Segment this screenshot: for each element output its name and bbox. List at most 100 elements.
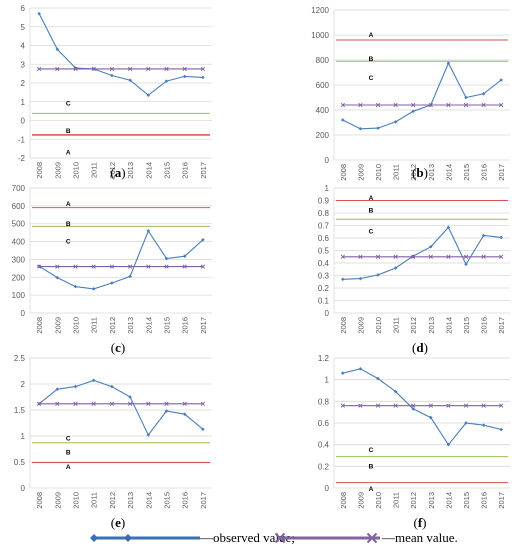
data-point (429, 415, 433, 420)
panel-caption: (b) (412, 165, 428, 180)
data-point (201, 427, 205, 432)
y-tick-label: 1.5 (14, 406, 26, 415)
x-tick-label: 2017 (497, 492, 506, 509)
legend: —observed value; —mean value. (90, 530, 458, 545)
data-point (429, 244, 433, 249)
x-tick-label: 2010 (72, 162, 81, 179)
y-tick-label: 200 (12, 273, 26, 282)
x-tick-label: 2008 (339, 492, 348, 509)
data-point (164, 79, 169, 83)
data-point (110, 281, 114, 285)
y-tick-label: 0.4 (318, 259, 330, 268)
x-tick-label: 2012 (409, 317, 418, 334)
data-point (499, 78, 503, 82)
x-tick-label: 2012 (409, 164, 418, 181)
y-tick-label: 0 (21, 117, 26, 126)
x-tick-label: 2013 (126, 162, 135, 179)
y-tick-label: 0.2 (318, 462, 330, 471)
data-point (393, 102, 398, 108)
data-point (37, 11, 41, 16)
annotation-letter: B (369, 463, 374, 470)
annotation-letter: C (369, 75, 374, 82)
data-point (358, 254, 363, 259)
y-tick-label: 0.4 (318, 441, 330, 450)
x-tick-label: 2012 (108, 162, 117, 179)
data-point (446, 403, 451, 408)
data-point (428, 102, 433, 108)
data-point (481, 254, 486, 259)
x-tick-label: 2008 (35, 317, 44, 334)
data-point (464, 95, 468, 100)
data-point (341, 118, 345, 122)
x-tick-label: 2015 (163, 317, 172, 334)
data-point (109, 401, 115, 406)
y-tick-label: 0.5 (14, 458, 26, 467)
panel-caption: (c) (111, 340, 125, 355)
data-point (393, 403, 398, 408)
annotation-letter: B (66, 128, 71, 135)
y-tick-label: -2 (18, 154, 26, 163)
annotation-letter: A (369, 32, 374, 39)
legend-observed-marker (90, 534, 98, 542)
data-point (128, 78, 132, 82)
data-point (428, 403, 433, 408)
x-tick-label: 2010 (72, 492, 81, 509)
x-tick-label: 2017 (497, 317, 506, 334)
y-tick-label: 500 (12, 220, 26, 229)
x-tick-label: 2015 (462, 492, 471, 509)
annotation-letter: C (66, 239, 71, 246)
data-point (146, 433, 151, 437)
data-point (55, 387, 60, 391)
annotation-letter: B (369, 207, 374, 214)
data-point (411, 109, 415, 114)
x-tick-label: 2011 (90, 162, 99, 178)
data-point (499, 235, 503, 240)
data-point (146, 264, 151, 269)
x-tick-label: 2015 (462, 317, 471, 334)
x-tick-label: 2009 (356, 492, 365, 509)
y-tick-label: 1.2 (318, 354, 330, 363)
x-tick-label: 2011 (90, 492, 99, 508)
data-point (182, 66, 187, 72)
data-point (358, 276, 363, 281)
data-point (499, 427, 503, 432)
data-point (341, 371, 345, 375)
annotation-letter: C (66, 101, 71, 108)
data-point (164, 66, 169, 72)
annotation-letter: B (369, 56, 374, 63)
legend-mean-label: —mean value. (381, 530, 458, 545)
x-tick-label: 2014 (144, 492, 153, 509)
y-tick-label: 0 (21, 309, 26, 318)
data-point (127, 401, 133, 406)
y-tick-label: 0.5 (318, 247, 330, 256)
chart-panel: 0 0.1 0.2 0.3 0.4 0.5 0.6 0.7 0.8 0.9 1 2008 2009 201… (318, 184, 510, 355)
panel-caption: (e) (111, 515, 125, 530)
chart-panel: 0 200 400 600 800 1000 1200 2008 2009 2010 2011 201… (311, 6, 510, 181)
x-tick-label: 2016 (480, 164, 489, 181)
data-point (481, 91, 486, 96)
data-point (73, 264, 78, 269)
data-point (146, 66, 151, 72)
x-tick-label: 2012 (108, 492, 117, 509)
y-tick-label: 0.8 (318, 209, 330, 218)
data-point (463, 254, 469, 259)
data-point (36, 401, 42, 406)
data-point (201, 237, 205, 242)
y-tick-label: 2 (21, 79, 26, 88)
data-point (446, 102, 451, 108)
data-point (55, 275, 60, 280)
x-tick-label: 2010 (374, 164, 383, 181)
y-tick-label: 0 (21, 484, 26, 493)
data-point (36, 264, 42, 269)
annotation-letter: A (66, 201, 71, 208)
y-tick-label: 400 (316, 106, 330, 115)
data-point (411, 403, 416, 408)
x-tick-label: 2017 (199, 492, 208, 509)
x-tick-label: 2013 (126, 317, 135, 334)
data-point (340, 102, 345, 108)
data-point (446, 254, 451, 259)
y-tick-label: 0.8 (318, 397, 330, 406)
data-point (358, 102, 363, 108)
